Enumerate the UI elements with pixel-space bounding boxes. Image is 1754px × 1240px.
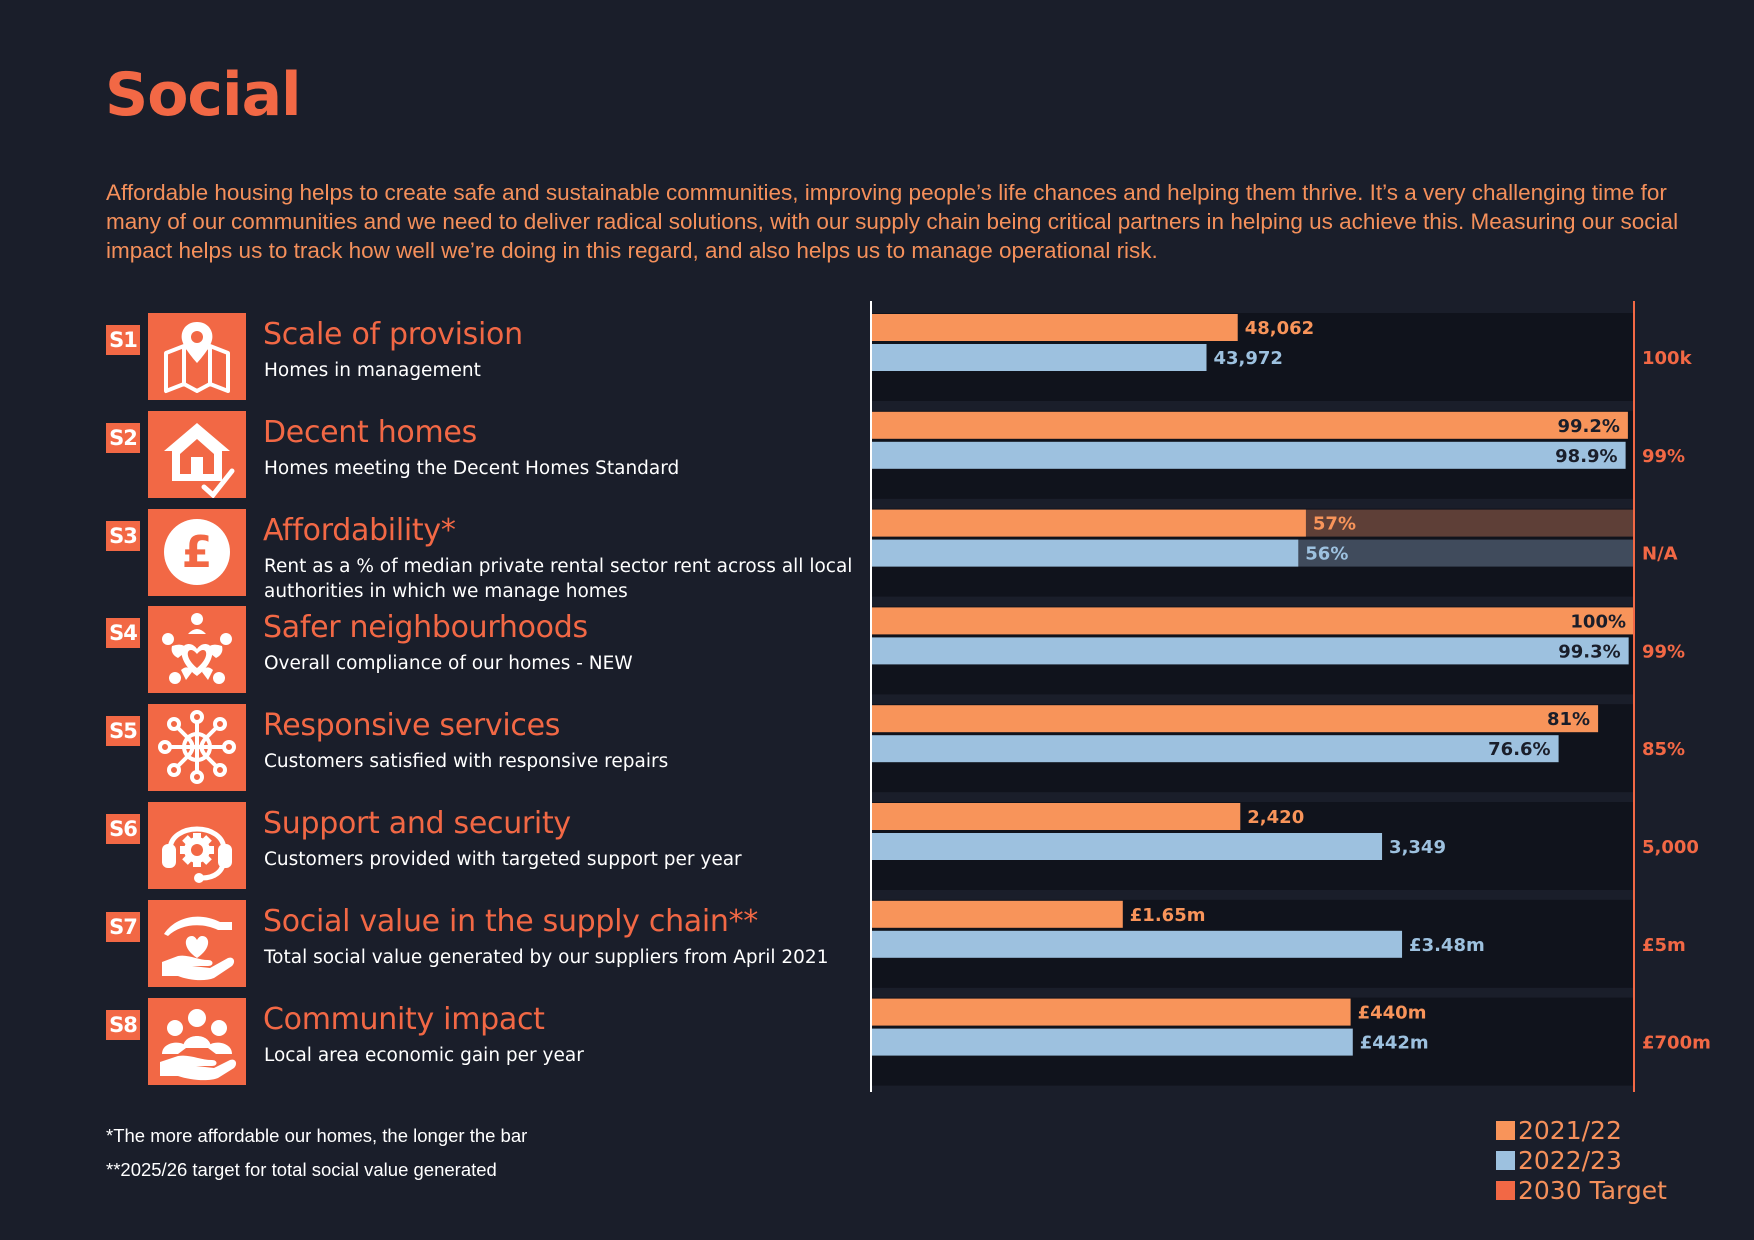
metric-title: Support and security (263, 806, 571, 841)
metric-code: S6 (106, 814, 140, 844)
community-people-icon (148, 997, 246, 1085)
bar-label-s6-2021: 2,420 (1247, 807, 1304, 828)
legend-label-2022: 2022/23 (1518, 1145, 1622, 1175)
hands-heart-icon (148, 899, 246, 987)
metric-subtitle: Total social value generated by our supp… (264, 946, 829, 968)
metric-title: Social value in the supply chain** (263, 903, 759, 939)
bar-s3-2022 (871, 539, 1299, 567)
legend-swatch-2022 (1496, 1150, 1515, 1170)
legend-item-target: 2030 Target (1496, 1175, 1667, 1205)
metric-subtitle: Homes meeting the Decent Homes Standard (264, 457, 680, 479)
bar-s1-2021 (871, 314, 1238, 341)
bar-label-s5-2021: 81% (1547, 709, 1590, 730)
bar-label-s1-2022: 43,972 (1214, 348, 1283, 369)
bar-label-s4-2022: 99.3% (1558, 641, 1620, 662)
bar-label-s2-2021: 99.2% (1557, 416, 1619, 437)
target-label-s1: 100k (1642, 348, 1693, 369)
metric-subtitle: Customers provided with targeted support… (264, 849, 742, 870)
metric-subtitle: Overall compliance of our homes - NEW (264, 653, 633, 675)
bar-label-s3-2022: 56% (1305, 544, 1348, 565)
metric-code: S3 (106, 520, 140, 551)
target-label-s7: £5m (1642, 935, 1686, 956)
bar-s5-2021 (871, 705, 1599, 733)
bar-s2-2021 (871, 411, 1628, 439)
chart-legend: 2021/22 2022/23 2030 Target (1496, 1115, 1667, 1205)
metric-title: Community impact (263, 1001, 545, 1037)
bar-label-s8-2021: £440m (1358, 1003, 1427, 1024)
metric-code: S2 (106, 422, 140, 453)
metric-row-s3: S3 £ Affordability* Rent as a % of media… (106, 508, 852, 602)
metric-subtitle: Rent as a % of median private rental sec… (264, 555, 853, 602)
bar-label-s2-2022: 98.9% (1555, 446, 1617, 467)
bar-label-s8-2022: £442m (1360, 1033, 1429, 1054)
bar-s6-2021 (871, 803, 1241, 830)
bar-s4-2021 (871, 607, 1634, 635)
footnote-supply-chain: **2025/26 target for total social value … (106, 1159, 497, 1180)
target-label-s3: N/A (1642, 544, 1678, 565)
metric-subtitle: Local area economic gain per year (264, 1044, 584, 1066)
bar-label-s1-2021: 48,062 (1245, 318, 1314, 339)
bar-s8-2022 (871, 1028, 1353, 1056)
metric-row-s2: S2 Decent homes Homes meeting the Decent… (106, 410, 846, 499)
target-label-s4: 99% (1642, 641, 1685, 662)
target-label-s6: 5,000 (1642, 837, 1699, 858)
metric-row-s4: S4 Safer neighbourhoods Overall complian… (106, 606, 846, 694)
metric-row-s1: S1 Scale of provision Homes in managemen… (106, 313, 846, 401)
metric-row-s5: S5 Responsive services Customers satisfi… (106, 704, 846, 792)
bar-label-s4-2021: 100% (1570, 611, 1626, 632)
target-label-s2: 99% (1642, 446, 1685, 467)
pound-coin-icon: £ (148, 508, 246, 596)
metric-row-s8: S8 Community impact Local area economic … (106, 997, 846, 1086)
metric-subtitle: Homes in management (264, 360, 481, 381)
metric-title: Responsive services (263, 708, 561, 744)
bar-s7-2022 (871, 930, 1403, 958)
bar-label-s7-2022: £3.48m (1409, 935, 1485, 956)
legend-item-2021: 2021/22 (1496, 1115, 1667, 1145)
heart-people-icon (148, 606, 246, 694)
metric-title: Scale of provision (263, 317, 523, 352)
page-title: Social (105, 60, 302, 130)
bar-s2-2022 (871, 441, 1626, 469)
footnote-affordability: *The more affordable our homes, the long… (106, 1125, 528, 1146)
metric-row-s6: S6 Support and security Customers provid… (106, 802, 846, 890)
bar-s6-2022 (871, 833, 1383, 860)
svg-text:£: £ (182, 527, 213, 578)
metric-title: Decent homes (263, 414, 477, 450)
bar-s4-2022 (871, 637, 1629, 665)
legend-label-2021: 2021/22 (1518, 1115, 1622, 1145)
intro-paragraph: Affordable housing helps to create safe … (106, 180, 1679, 263)
legend-swatch-2021 (1496, 1120, 1515, 1140)
legend-item-2022: 2022/23 (1496, 1145, 1667, 1175)
headset-gear-icon (148, 802, 246, 889)
bar-s3-2021 (871, 509, 1306, 537)
bar-label-s6-2022: 3,349 (1389, 837, 1446, 858)
metric-code: S4 (106, 618, 140, 649)
network-globe-icon (148, 704, 246, 792)
map-pin-icon (148, 313, 246, 400)
house-check-icon (148, 410, 246, 498)
metric-row-s7: S7 Social value in the supply chain** To… (106, 899, 846, 988)
bar-label-s5-2022: 76.6% (1488, 739, 1550, 760)
bar-label-s7-2021: £1.65m (1130, 905, 1206, 926)
target-label-s8: £700m (1642, 1033, 1711, 1054)
target-label-s5: 85% (1642, 739, 1685, 760)
legend-swatch-target (1496, 1180, 1515, 1200)
bar-s1-2022 (871, 344, 1207, 371)
bar-s5-2022 (871, 735, 1559, 763)
metric-code: S7 (106, 911, 140, 942)
legend-label-target: 2030 Target (1518, 1175, 1667, 1205)
metric-title: Affordability* (263, 512, 456, 548)
bar-s7-2021 (871, 900, 1123, 928)
metric-title: Safer neighbourhoods (263, 610, 588, 646)
metric-subtitle: Customers satisfied with responsive repa… (264, 751, 669, 773)
metric-code: S5 (106, 716, 140, 747)
metric-code: S8 (106, 1009, 140, 1040)
metric-code: S1 (106, 325, 140, 355)
bar-label-s3-2021: 57% (1313, 514, 1356, 535)
bar-s8-2021 (871, 998, 1351, 1026)
